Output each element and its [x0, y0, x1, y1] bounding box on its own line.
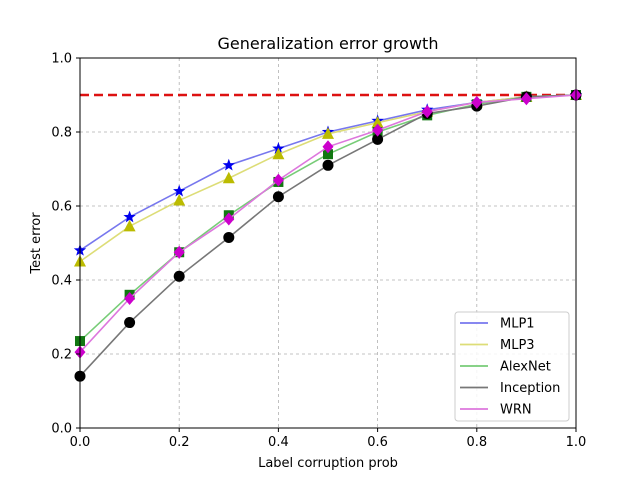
series-mlp3	[74, 88, 582, 267]
y-tick-label: 1.0	[51, 52, 72, 67]
x-tick-label: 0.6	[367, 435, 388, 450]
legend-label: AlexNet	[500, 360, 551, 375]
legend-box	[454, 311, 570, 422]
data-point	[272, 191, 284, 203]
data-point	[322, 159, 334, 171]
series-layer	[73, 88, 583, 382]
y-tick-label: 0.6	[51, 200, 72, 215]
data-point	[272, 173, 284, 187]
legend: MLP1 MLP3 AlexNet Inception WRN	[454, 311, 570, 422]
data-point	[223, 231, 235, 243]
legend-label: WRN	[500, 403, 532, 418]
data-point	[223, 212, 235, 226]
legend-item: MLP1	[460, 317, 535, 332]
legend-item: WRN	[460, 403, 532, 418]
x-axis-label: Label corruption prob	[258, 456, 398, 471]
plot-frame	[79, 57, 577, 429]
data-point	[471, 95, 483, 109]
x-tick-label: 1.0	[566, 435, 587, 450]
chart-title: Generalization error growth	[218, 34, 439, 53]
data-point	[372, 123, 384, 137]
x-axis-ticks: 0.0 0.2 0.4 0.6 0.8 1.0	[70, 428, 587, 450]
data-point	[371, 116, 384, 128]
data-point	[323, 149, 333, 160]
legend-label: MLP1	[500, 317, 535, 332]
series-line	[79, 94, 577, 263]
data-point	[421, 105, 433, 119]
data-point	[124, 292, 136, 305]
y-axis-ticks: 0.0 0.2 0.4 0.6 0.8 1.0	[51, 52, 80, 437]
y-tick-label: 0.0	[51, 422, 72, 437]
y-axis-label: Test error	[29, 212, 44, 275]
data-point	[124, 317, 136, 329]
data-point	[173, 270, 185, 282]
data-point	[372, 133, 384, 145]
x-tick-label: 0.2	[169, 435, 190, 450]
y-tick-label: 0.4	[51, 274, 72, 289]
data-point	[520, 92, 532, 106]
data-point	[322, 127, 334, 139]
y-tick-label: 0.2	[51, 348, 72, 363]
x-tick-label: 0.8	[466, 435, 487, 450]
data-point	[272, 147, 285, 160]
data-point	[173, 184, 186, 197]
series-mlp1	[73, 88, 583, 256]
data-point	[322, 140, 334, 154]
legend-item: MLP3	[460, 338, 535, 353]
legend-label: Inception	[500, 381, 560, 396]
legend-label: MLP3	[500, 338, 535, 353]
y-tick-label: 0.8	[51, 126, 72, 141]
data-point	[173, 245, 185, 259]
series-line	[79, 94, 577, 252]
x-tick-label: 0.0	[70, 435, 91, 450]
legend-item: AlexNet	[460, 360, 551, 375]
data-point	[173, 193, 186, 206]
data-point	[123, 219, 136, 232]
legend-item: Inception	[460, 381, 560, 396]
x-tick-label: 0.4	[268, 435, 289, 450]
data-point	[123, 210, 136, 223]
data-point	[222, 158, 235, 171]
data-point	[222, 171, 235, 184]
